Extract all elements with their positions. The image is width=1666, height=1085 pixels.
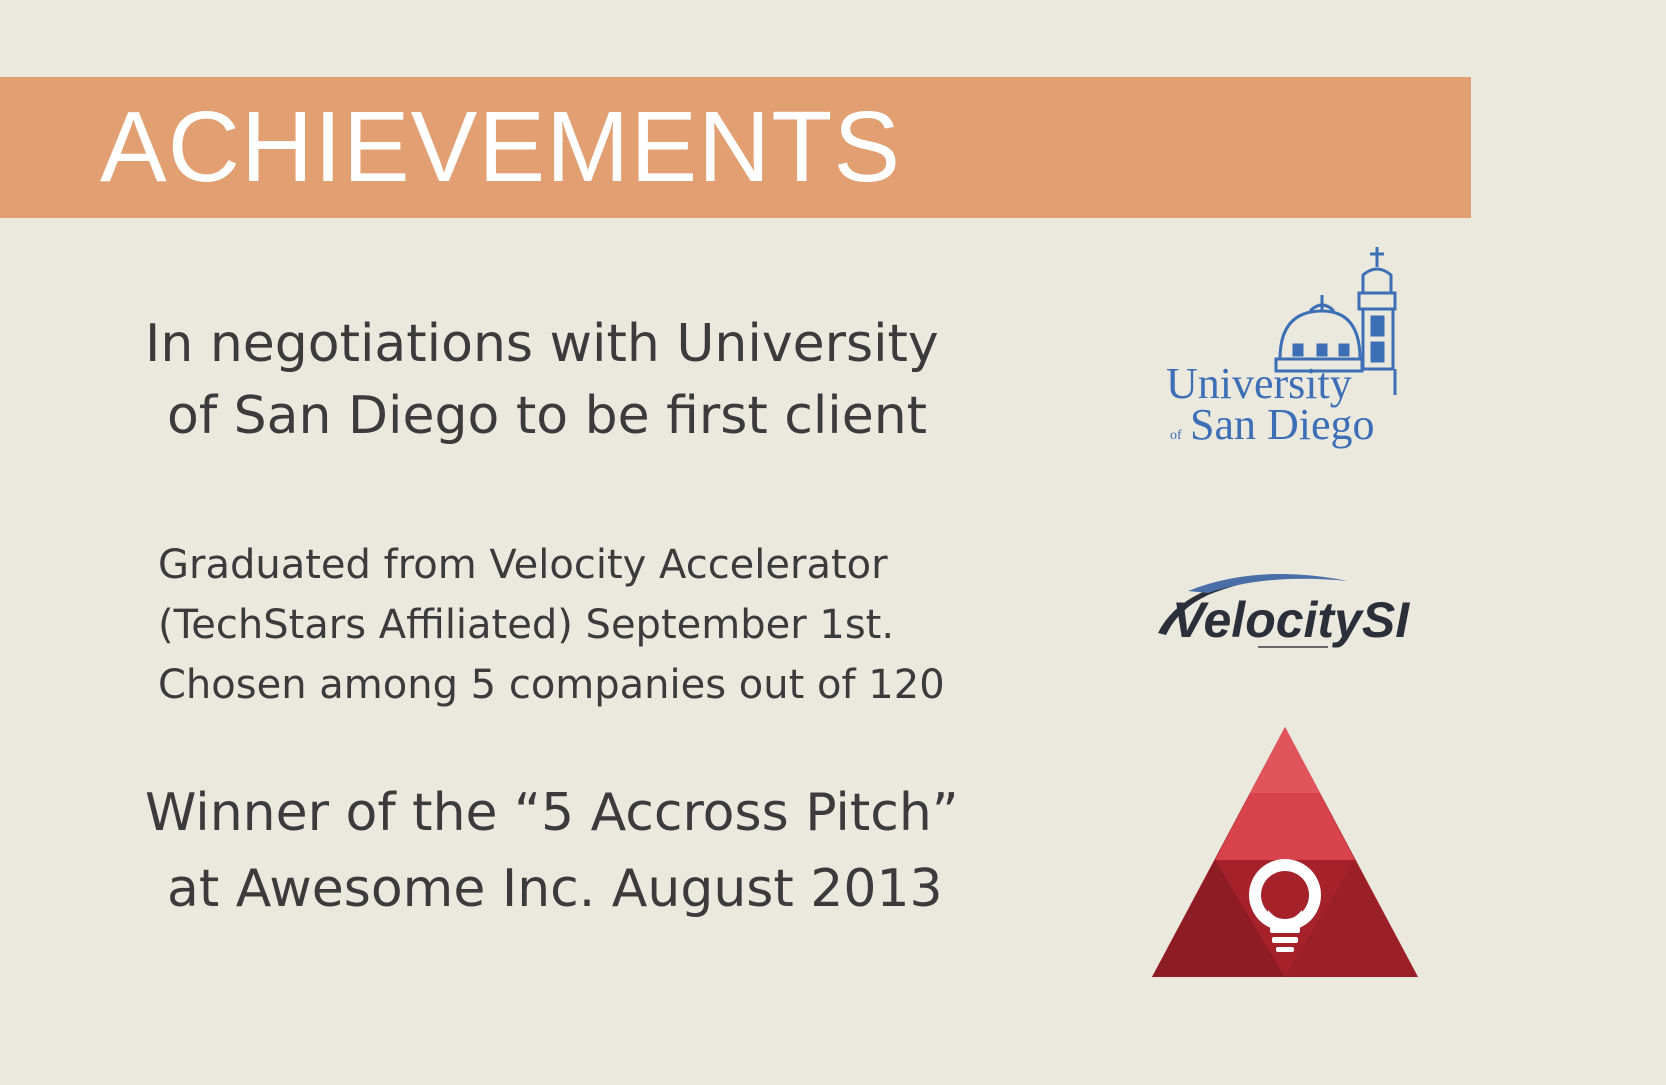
- usd-logo-of: of: [1170, 428, 1182, 443]
- university-of-san-diego-logo: University of San Diego: [1166, 247, 1397, 449]
- achievement-line: Chosen among 5 companies out of 120: [158, 662, 945, 708]
- usd-logo-text-2: San Diego: [1190, 400, 1375, 449]
- title-banner: ACHIEVEMENTS: [0, 77, 1471, 218]
- achievement-line: In negotiations with University: [145, 314, 939, 374]
- achievement-line: of San Diego to be first client: [167, 386, 928, 446]
- achievement-velocity-text: Graduated from Velocity Accelerator (Tec…: [158, 535, 945, 715]
- achievement-awesome-text: Winner of the “5 Accross Pitch” at Aweso…: [145, 775, 959, 927]
- achievement-line: Graduated from Velocity Accelerator: [158, 542, 888, 588]
- achievement-line: at Awesome Inc. August 2013: [167, 859, 943, 919]
- velocity-si-logo: VelocitySI: [1158, 573, 1410, 648]
- velocity-logo-text: VelocitySI: [1172, 592, 1410, 648]
- achievement-usd-text: In negotiations with University of San D…: [145, 308, 939, 452]
- achievement-line: Winner of the “5 Accross Pitch”: [145, 783, 959, 843]
- achievement-line: (TechStars Affiliated) September 1st.: [158, 602, 895, 648]
- page-title: ACHIEVEMENTS: [100, 91, 902, 203]
- awesome-inc-lightbulb-logo: [1152, 727, 1418, 977]
- usd-logo-text-1: University: [1166, 359, 1352, 408]
